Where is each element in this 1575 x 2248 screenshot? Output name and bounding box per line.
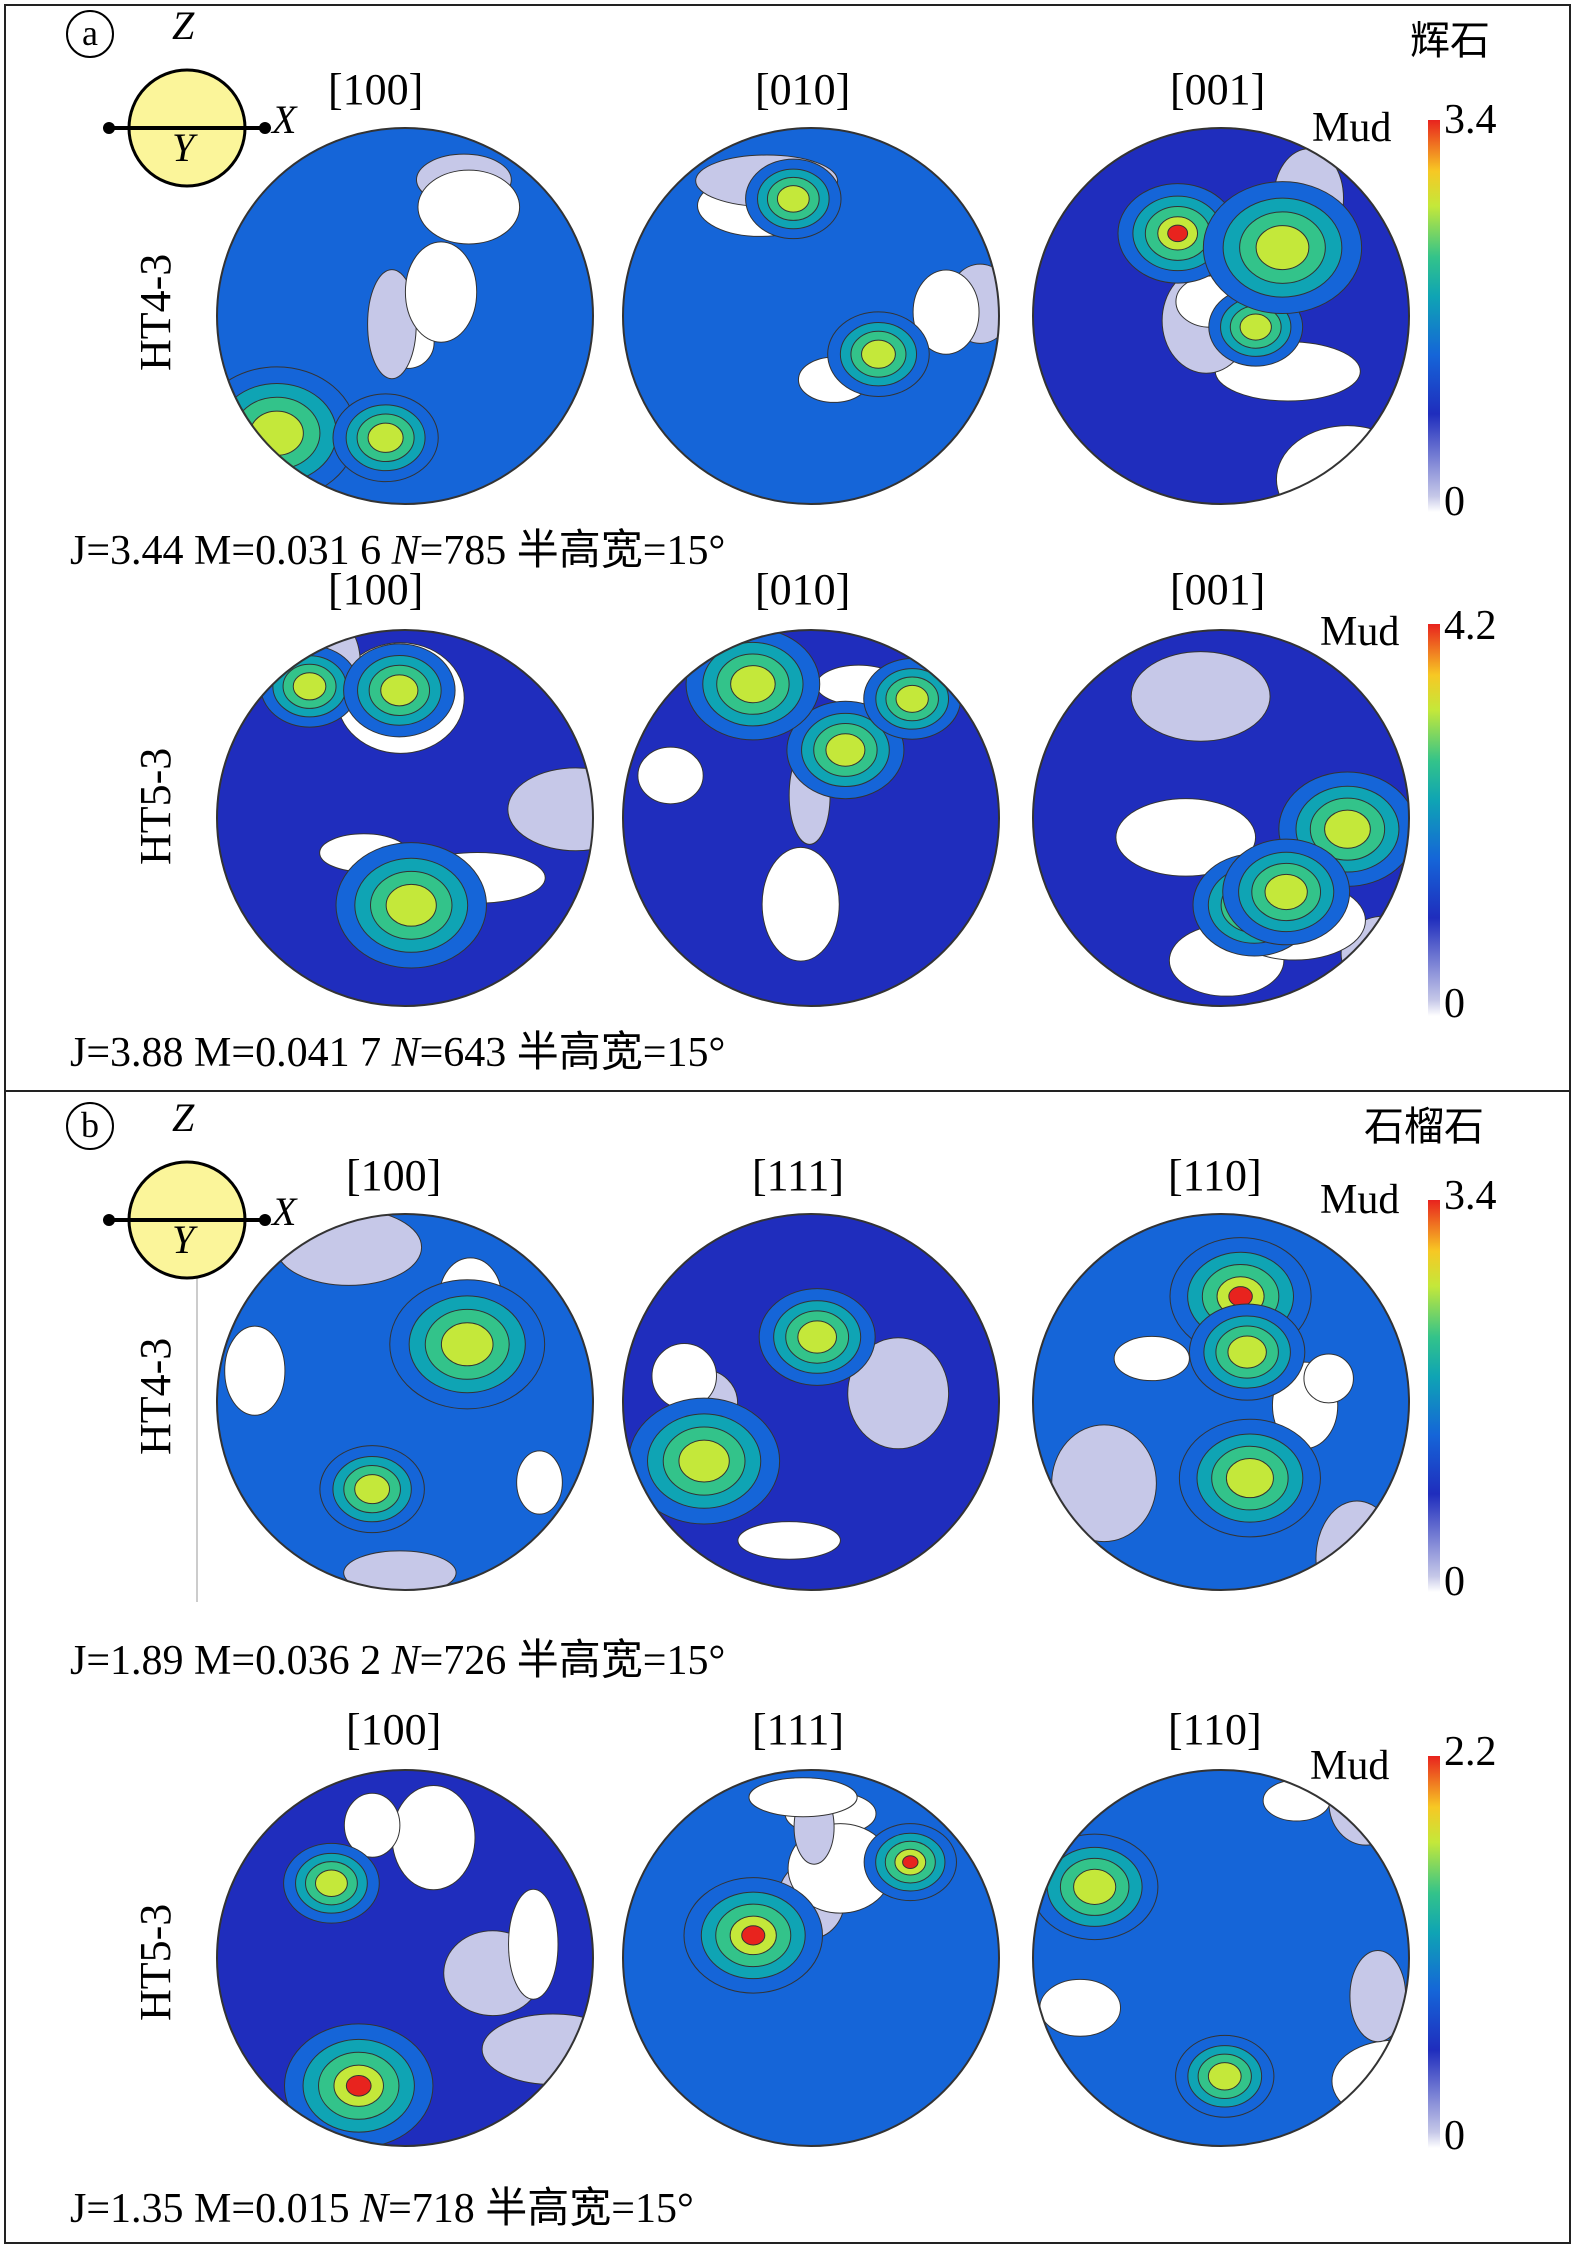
stats-b1: J=1.35 M=0.015 N=718 半高宽=15° xyxy=(70,2186,694,2232)
pole-figure-2-2 xyxy=(1032,1213,1410,1591)
pole-figure-2-1 xyxy=(622,1213,1000,1591)
pole-figure-1-0 xyxy=(216,629,594,1007)
panel-letter-b: b xyxy=(66,1102,114,1150)
pole-figure-3-1 xyxy=(622,1769,1000,2147)
scale-label-b0: Mud xyxy=(1320,1177,1400,1223)
stats-a0: J=3.44 M=0.031 6 N=785 半高宽=15° xyxy=(70,528,726,574)
stats-b0: J=1.89 M=0.036 2 N=726 半高宽=15° xyxy=(70,1638,726,1684)
pole-figure-0-2 xyxy=(1032,127,1410,505)
dir-label-a1-1: [010] xyxy=(755,565,851,614)
scale-max-a0: 3.4 xyxy=(1444,97,1497,143)
colorbar-b0 xyxy=(1428,1200,1440,1592)
pole-figure-2-0 xyxy=(216,1213,594,1591)
sample-label-b1: HT5-3 xyxy=(131,1903,180,2021)
mineral-title-a: 辉石 xyxy=(1410,18,1490,63)
sample-label-a0: HT4-3 xyxy=(131,253,180,371)
colorbar-a0 xyxy=(1428,120,1440,512)
dir-label-a0-1: [010] xyxy=(755,65,851,114)
scale-min-a1: 0 xyxy=(1444,981,1465,1027)
colorbar-b1 xyxy=(1428,1756,1440,2148)
pole-figure-1-1 xyxy=(622,629,1000,1007)
scale-max-a1: 4.2 xyxy=(1444,603,1497,649)
pole-figure-3-0 xyxy=(216,1769,594,2147)
scale-label-a0: Mud xyxy=(1312,105,1392,151)
mineral-title-b: 石榴石 xyxy=(1364,1104,1484,1149)
dir-label-b0-1: [111] xyxy=(752,1151,845,1200)
scale-label-a1: Mud xyxy=(1320,609,1400,655)
dir-label-a0-0: [100] xyxy=(328,65,424,114)
scale-max-b0: 3.4 xyxy=(1444,1173,1497,1219)
pole-figure-0-1 xyxy=(622,127,1000,505)
dir-label-b0-2: [110] xyxy=(1168,1151,1262,1200)
scale-label-b1: Mud xyxy=(1310,1743,1390,1789)
reference-sphere-b xyxy=(103,1160,271,1602)
scale-min-a0: 0 xyxy=(1444,479,1465,525)
pole-figure-3-2 xyxy=(1032,1769,1410,2147)
pole-figure-1-2 xyxy=(1032,629,1410,1007)
scale-max-b1: 2.2 xyxy=(1444,1729,1497,1775)
dir-label-b1-0: [100] xyxy=(346,1705,442,1754)
dir-label-a1-0: [100] xyxy=(328,565,424,614)
sample-label-a1: HT5-3 xyxy=(131,747,180,865)
dir-label-b1-1: [111] xyxy=(752,1705,845,1754)
dir-label-b1-2: [110] xyxy=(1168,1705,1262,1754)
scale-min-b1: 0 xyxy=(1444,2113,1465,2159)
dir-label-a0-2: [001] xyxy=(1170,65,1266,114)
stats-a1: J=3.88 M=0.041 7 N=643 半高宽=15° xyxy=(70,1030,726,1076)
dir-label-b0-0: [100] xyxy=(346,1151,442,1200)
axis-y-b: Y xyxy=(172,1217,195,1262)
pole-figure-0-0 xyxy=(216,127,594,505)
axis-z-a: Z xyxy=(172,3,195,48)
axis-z-b: Z xyxy=(172,1095,195,1140)
axis-y-a: Y xyxy=(172,125,195,170)
scale-min-b0: 0 xyxy=(1444,1559,1465,1605)
sample-label-b0: HT4-3 xyxy=(131,1337,180,1455)
reference-sphere-a xyxy=(103,68,271,188)
dir-label-a1-2: [001] xyxy=(1170,565,1266,614)
panel-letter-a: a xyxy=(66,10,114,58)
colorbar-a1 xyxy=(1428,624,1440,1016)
axis-x-a: X xyxy=(272,97,297,142)
axis-x-b: X xyxy=(272,1189,297,1234)
